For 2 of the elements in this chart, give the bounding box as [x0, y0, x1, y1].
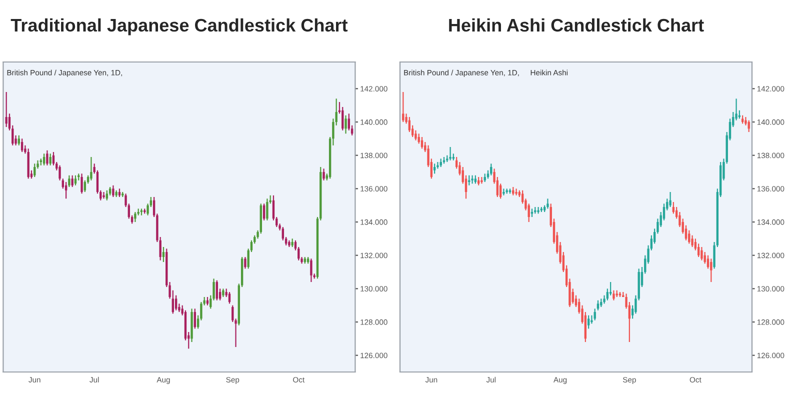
chart-title: Heikin Ashi Candlestick Chart: [449, 18, 704, 32]
chart-title: Traditional Japanese Candlestick Chart: [10, 18, 348, 36]
